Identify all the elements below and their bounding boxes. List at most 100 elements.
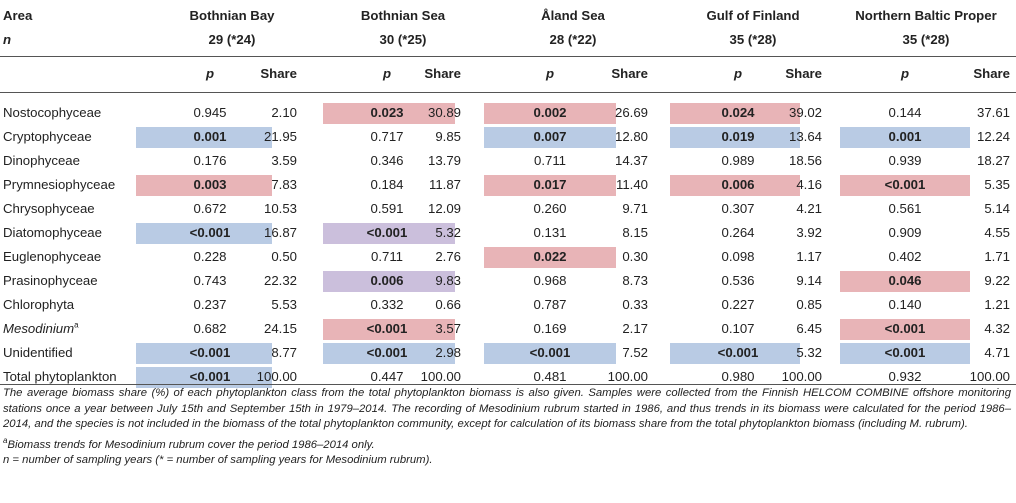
- significance-highlight: [840, 127, 970, 148]
- p-value: 0.939: [888, 153, 922, 168]
- share-value: 100.00: [969, 369, 1010, 384]
- p-value: 0.003: [193, 177, 227, 192]
- significance-highlight: [840, 175, 970, 196]
- row-label: Mesodiniuma: [3, 317, 79, 341]
- share-value: 4.32: [984, 321, 1010, 336]
- share-value: 13.64: [788, 129, 822, 144]
- n-note: n = number of sampling years (* = number…: [3, 453, 433, 466]
- table-row: Mesodiniuma 0.682 24.15 <0.001 3.57 0.169 2.17…: [0, 317, 1016, 341]
- table-row: Chlorophyta 0.237 5.53 0.332 0.66 0.787 0.33 0.…: [0, 293, 1016, 317]
- share-value: 4.21: [796, 201, 822, 216]
- significance-highlight: [484, 127, 616, 148]
- p-value: 0.017: [533, 177, 567, 192]
- p-value: 0.019: [721, 129, 755, 144]
- share-value: 1.21: [984, 297, 1010, 312]
- p-value: 0.909: [888, 225, 922, 240]
- significance-highlight: [323, 343, 455, 364]
- p-value: 0.022: [533, 249, 567, 264]
- p-value: 0.264: [721, 225, 755, 240]
- p-value: <0.001: [189, 225, 231, 240]
- header-row-columns: p Share p Share p Share p Share p Share: [0, 62, 1016, 86]
- p-value: 0.711: [533, 153, 567, 168]
- significance-highlight: [136, 127, 272, 148]
- p-value: 0.024: [721, 105, 755, 120]
- row-label-text: Prasinophyceae: [3, 273, 98, 288]
- row-label-text: Chlorophyta: [3, 297, 75, 312]
- share-value: 2.76: [435, 249, 461, 264]
- row-label: Chrysophyceae: [3, 197, 95, 221]
- footnote-text: Biomass trends for Mesodinium rubrum cov…: [7, 438, 375, 451]
- header-row-area: Area Bothnian Bay Bothnian Sea Åland Sea…: [0, 4, 1016, 28]
- row-label: Nostocophyceae: [3, 101, 101, 125]
- p-value: 0.002: [533, 105, 567, 120]
- area-n: 30 (*25): [379, 32, 427, 47]
- share-value: 100.00: [256, 369, 297, 384]
- share-value: 37.61: [976, 105, 1010, 120]
- p-value: 0.682: [193, 321, 227, 336]
- p-value: 0.140: [888, 297, 922, 312]
- n-header-label: n: [3, 32, 12, 47]
- p-value: 0.743: [193, 273, 227, 288]
- row-label: Cryptophyceae: [3, 125, 92, 149]
- table-notes: The average biomass share (%) of each ph…: [3, 386, 1011, 468]
- p-value: 0.046: [888, 273, 922, 288]
- share-value: 0.30: [622, 249, 648, 264]
- row-label-text: Cryptophyceae: [3, 129, 92, 144]
- p-value: 0.227: [721, 297, 755, 312]
- footnote-mark: a: [3, 435, 8, 445]
- p-value: 0.184: [370, 177, 404, 192]
- share-value: 8.77: [271, 345, 297, 360]
- p-column-header: p: [382, 66, 392, 81]
- p-value: 0.098: [721, 249, 755, 264]
- share-value: 12.24: [976, 129, 1010, 144]
- row-label-text: Unidentified: [3, 345, 73, 360]
- share-column-header: Share: [785, 66, 822, 81]
- row-label-text: Euglenophyceae: [3, 249, 102, 264]
- share-value: 12.09: [427, 201, 461, 216]
- p-value: 0.001: [888, 129, 922, 144]
- row-label: Diatomophyceae: [3, 221, 102, 245]
- significance-highlight: [136, 367, 272, 388]
- share-value: 0.85: [796, 297, 822, 312]
- area-name: Northern Baltic Proper: [855, 8, 997, 23]
- significance-highlight: [136, 343, 272, 364]
- significance-highlight: [840, 271, 970, 292]
- p-value: 0.672: [193, 201, 227, 216]
- row-label-text: Diatomophyceae: [3, 225, 102, 240]
- share-value: 2.17: [622, 321, 648, 336]
- header-row-n: n 29 (*24) 30 (*25) 28 (*22) 35 (*28) 35…: [0, 28, 1016, 52]
- share-value: 18.27: [976, 153, 1010, 168]
- p-value: 0.447: [370, 369, 404, 384]
- share-value: 3.92: [796, 225, 822, 240]
- area-name: Åland Sea: [541, 8, 605, 23]
- table-row: Diatomophyceae <0.001 16.87 <0.001 5.32 0.131…: [0, 221, 1016, 245]
- p-value: <0.001: [884, 345, 926, 360]
- share-value: 8.73: [622, 273, 648, 288]
- row-label-text: Nostocophyceae: [3, 105, 102, 120]
- p-value: <0.001: [189, 345, 231, 360]
- p-value: 0.144: [888, 105, 922, 120]
- row-label: Unidentified: [3, 341, 73, 365]
- share-value: 0.50: [271, 249, 297, 264]
- p-value: 0.561: [888, 201, 922, 216]
- share-value: 5.53: [271, 297, 297, 312]
- share-column-header: Share: [424, 66, 461, 81]
- share-column-header: Share: [260, 66, 297, 81]
- p-value: 0.006: [370, 273, 404, 288]
- body-divider: [0, 92, 1016, 93]
- share-value: 14.37: [614, 153, 648, 168]
- share-value: 3.59: [271, 153, 297, 168]
- p-value: <0.001: [366, 225, 408, 240]
- significance-highlight: [670, 127, 800, 148]
- p-value: 0.717: [370, 129, 404, 144]
- p-column-header: p: [900, 66, 910, 81]
- p-value: 0.131: [533, 225, 567, 240]
- significance-highlight: [323, 223, 455, 244]
- p-value: <0.001: [366, 345, 408, 360]
- table-row: Total phytoplankton <0.001 100.00 0.447 100.…: [0, 365, 1016, 389]
- area-n: 29 (*24): [208, 32, 256, 47]
- share-value: 4.55: [984, 225, 1010, 240]
- table-row: Chrysophyceae 0.672 10.53 0.591 12.09 0.260 9.…: [0, 197, 1016, 221]
- p-value: <0.001: [717, 345, 759, 360]
- p-value: 0.332: [370, 297, 404, 312]
